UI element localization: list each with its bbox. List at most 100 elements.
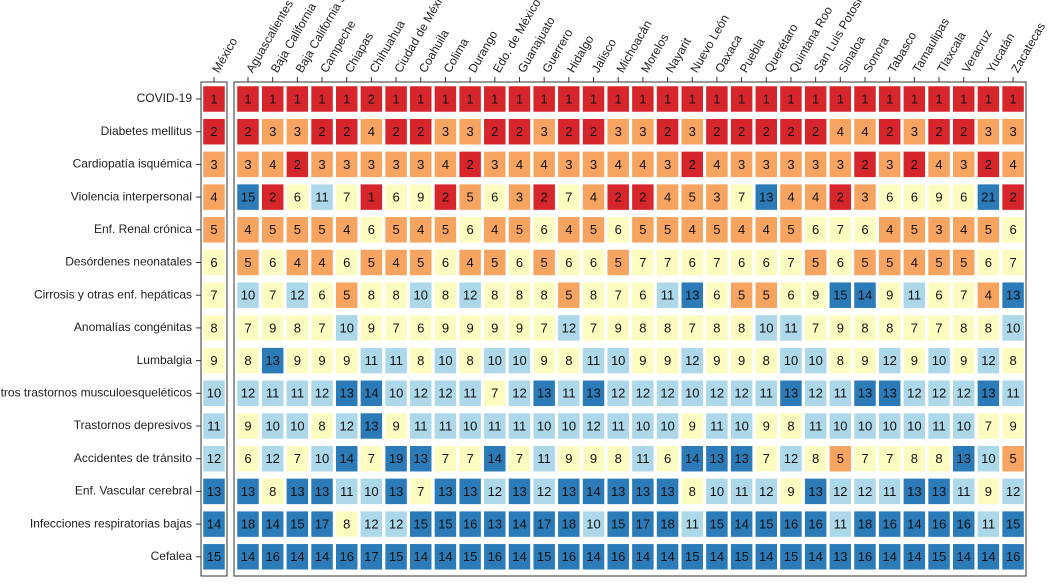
cell-label: 7 xyxy=(812,320,819,335)
cell-label: 12 xyxy=(956,386,970,401)
cell xyxy=(532,314,556,342)
cell-label: 11 xyxy=(266,386,280,401)
cell xyxy=(829,249,852,276)
cell xyxy=(557,380,581,407)
cell-label: 12 xyxy=(438,386,452,401)
cell-label: 9 xyxy=(467,320,474,335)
cell xyxy=(557,183,581,211)
cell xyxy=(606,543,630,571)
cell xyxy=(508,510,531,538)
cell-label: 2 xyxy=(1009,190,1016,205)
cell xyxy=(779,183,803,211)
cell xyxy=(631,543,655,571)
cell xyxy=(829,380,852,407)
cell xyxy=(927,151,951,178)
cell xyxy=(310,118,334,145)
cell-label: 4 xyxy=(911,255,918,270)
cell xyxy=(656,510,679,538)
cell xyxy=(730,151,753,178)
cell-label: 11 xyxy=(784,320,798,335)
cell xyxy=(779,543,803,571)
cell xyxy=(532,347,556,374)
cell xyxy=(360,543,383,571)
cell-label: 4 xyxy=(985,288,992,303)
cell xyxy=(310,445,334,472)
cell-label: 14 xyxy=(438,549,452,564)
cell-label: 6 xyxy=(417,320,424,335)
cell-label: 11 xyxy=(611,418,625,433)
cell-label: 5 xyxy=(763,288,770,303)
cell xyxy=(409,85,433,113)
cell-label: 10 xyxy=(414,288,428,303)
cell xyxy=(557,445,581,472)
cell-label: 3 xyxy=(417,157,424,172)
cell xyxy=(829,151,852,178)
cell xyxy=(335,85,358,113)
cell-label: 14 xyxy=(586,549,600,564)
cell xyxy=(755,85,778,113)
cell-label: 11 xyxy=(834,517,848,532)
cell xyxy=(261,281,284,309)
cell-label: 9 xyxy=(713,353,720,368)
cell-label: 1 xyxy=(368,190,375,205)
cell xyxy=(434,151,457,178)
cell xyxy=(853,183,877,211)
cell-label: 9 xyxy=(294,353,301,368)
cell-label: 12 xyxy=(463,288,477,303)
cell-label: 12 xyxy=(759,484,773,499)
cell-label: 12 xyxy=(833,484,847,499)
cell-label: 13 xyxy=(932,484,946,499)
cell-label: 1 xyxy=(467,91,474,106)
cell xyxy=(261,85,284,113)
cell-label: 2 xyxy=(935,124,942,139)
cell xyxy=(730,281,753,309)
cell-label: 9 xyxy=(318,353,325,368)
cell-label: 13 xyxy=(660,484,674,499)
cell-label: 4 xyxy=(467,255,474,270)
cell-label: 5 xyxy=(985,222,992,237)
cell-label: 16 xyxy=(882,517,896,532)
cell-label: 10 xyxy=(611,353,625,368)
cell xyxy=(532,249,556,276)
cell-label: 9 xyxy=(491,320,498,335)
cell-label: 11 xyxy=(537,451,551,466)
cell-label: 9 xyxy=(368,320,375,335)
cell-label: 9 xyxy=(392,418,399,433)
cell xyxy=(384,249,408,276)
cell xyxy=(384,151,408,178)
cell-label: 10 xyxy=(537,418,551,433)
cell xyxy=(878,543,901,571)
row-label: Cirrosis y otras enf. hepáticas xyxy=(34,287,192,301)
cell xyxy=(236,183,260,211)
cell-label: 12 xyxy=(808,386,822,401)
cell xyxy=(927,314,951,342)
cell xyxy=(458,445,482,472)
cell-label: 12 xyxy=(586,418,600,433)
cell xyxy=(631,85,655,113)
cell-label: 4 xyxy=(1009,157,1016,172)
cell xyxy=(779,445,803,472)
cell-label: 3 xyxy=(516,190,523,205)
cell xyxy=(927,249,951,276)
cell-label: 2 xyxy=(837,190,844,205)
cell xyxy=(335,412,358,440)
cell xyxy=(582,347,605,374)
cell xyxy=(532,412,556,440)
cell xyxy=(927,347,951,374)
cell xyxy=(680,510,704,538)
cell xyxy=(829,412,852,440)
cell xyxy=(656,151,679,178)
cell xyxy=(878,151,901,178)
cell xyxy=(508,281,531,309)
cell-label: 6 xyxy=(392,190,399,205)
cell xyxy=(483,314,507,342)
cell-label: 9 xyxy=(417,190,424,205)
cell xyxy=(705,380,729,407)
cell-label: 4 xyxy=(318,255,325,270)
cell xyxy=(310,216,334,244)
cell xyxy=(903,380,926,407)
cell-label: 16 xyxy=(1006,549,1020,564)
cell-label: 15 xyxy=(710,517,724,532)
cell xyxy=(384,347,408,374)
cell-label: 14 xyxy=(956,549,970,564)
